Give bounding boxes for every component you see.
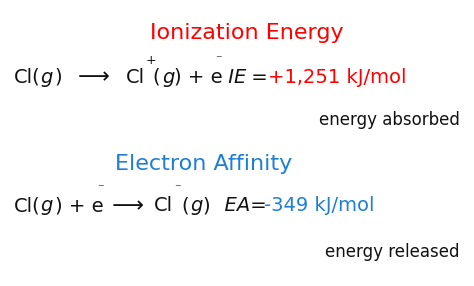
Text: ⟶: ⟶ xyxy=(78,67,110,87)
Text: ) + e: ) + e xyxy=(55,196,103,215)
Text: energy released: energy released xyxy=(325,243,460,261)
Text: IE: IE xyxy=(222,68,246,87)
Text: g: g xyxy=(40,196,53,215)
Text: ): ) xyxy=(55,68,62,87)
Text: -349 kJ/mol: -349 kJ/mol xyxy=(264,196,375,215)
Text: Ionization Energy: Ionization Energy xyxy=(150,23,343,43)
Text: (: ( xyxy=(153,68,160,87)
Text: (: ( xyxy=(181,196,189,215)
Text: Cl(: Cl( xyxy=(14,68,41,87)
Text: Electron Affinity: Electron Affinity xyxy=(115,154,292,174)
Text: +: + xyxy=(146,53,156,67)
Text: g: g xyxy=(191,196,203,215)
Text: ): ) xyxy=(203,196,210,215)
Text: +1,251 kJ/mol: +1,251 kJ/mol xyxy=(268,68,406,87)
Text: Cl(: Cl( xyxy=(14,196,41,215)
Text: ⁻: ⁻ xyxy=(215,53,221,67)
Text: ⁻: ⁻ xyxy=(174,182,181,195)
Text: Cl: Cl xyxy=(154,196,173,215)
Text: =: = xyxy=(244,196,273,215)
Text: ) + e: ) + e xyxy=(174,68,223,87)
Text: EA: EA xyxy=(212,196,251,215)
Text: g: g xyxy=(162,68,174,87)
Text: ⟶: ⟶ xyxy=(105,196,144,216)
Text: energy absorbed: energy absorbed xyxy=(319,111,460,129)
Text: =: = xyxy=(245,68,273,87)
Text: Cl: Cl xyxy=(126,68,145,87)
Text: ⁻: ⁻ xyxy=(97,182,104,195)
Text: g: g xyxy=(40,68,53,87)
